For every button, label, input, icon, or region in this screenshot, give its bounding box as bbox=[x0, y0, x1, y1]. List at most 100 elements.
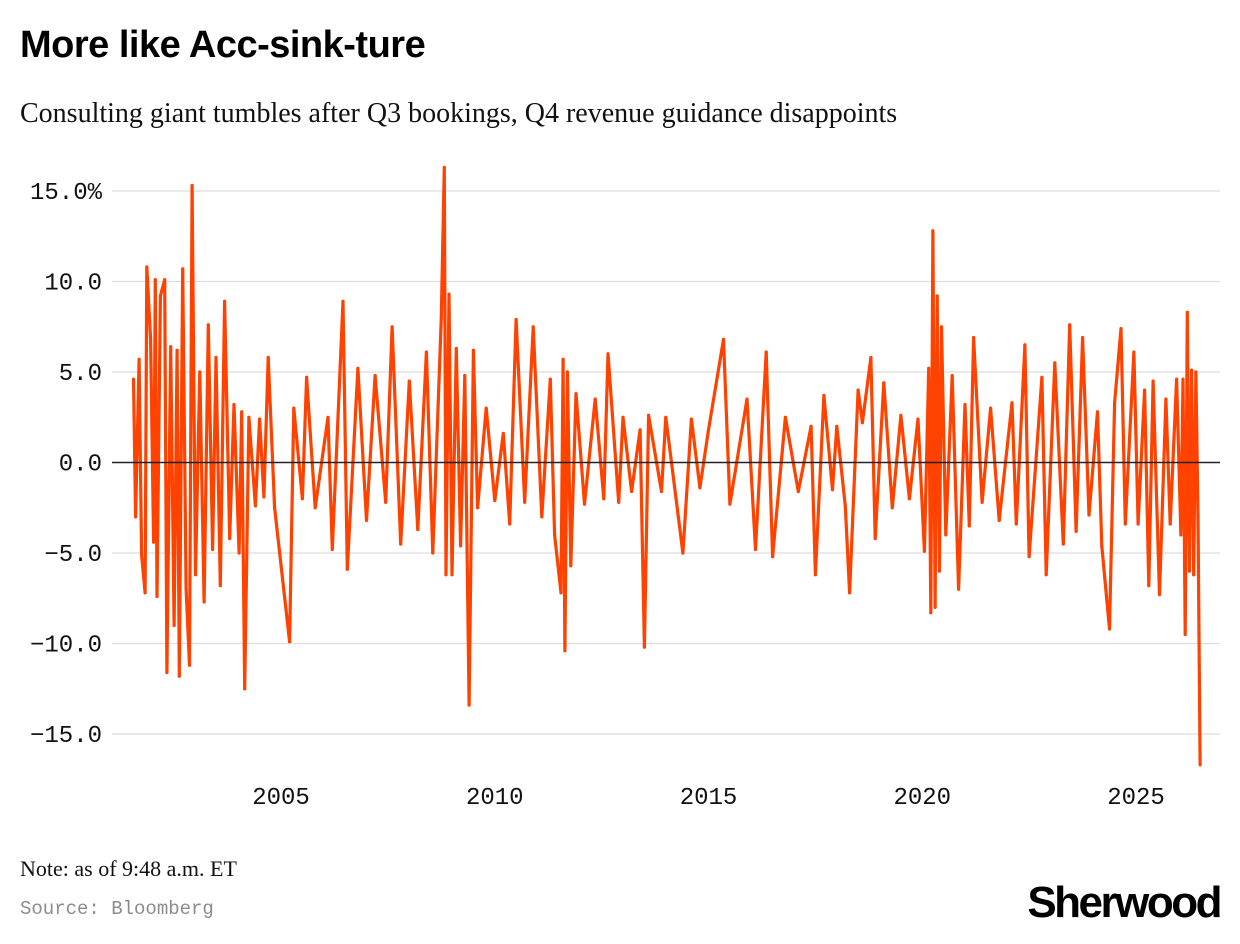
data-point bbox=[292, 406, 296, 410]
data-point bbox=[149, 337, 153, 341]
data-point bbox=[253, 504, 257, 508]
data-point bbox=[569, 564, 573, 568]
data-point bbox=[345, 567, 349, 571]
data-point bbox=[1061, 542, 1065, 546]
y-tick-label: 15.0% bbox=[30, 180, 103, 207]
data-point bbox=[899, 413, 903, 417]
data-point bbox=[193, 573, 198, 577]
data-point bbox=[444, 573, 448, 577]
data-point bbox=[218, 584, 222, 588]
data-point bbox=[341, 299, 345, 303]
data-point bbox=[1113, 401, 1117, 405]
data-point bbox=[796, 489, 800, 494]
y-tick-label: −5.0 bbox=[44, 542, 102, 569]
data-point bbox=[145, 265, 149, 269]
data-point bbox=[642, 645, 647, 649]
data-point bbox=[939, 325, 944, 329]
data-point bbox=[659, 489, 664, 494]
data-point bbox=[1181, 377, 1185, 381]
data-point bbox=[184, 587, 188, 591]
data-point bbox=[764, 350, 768, 354]
data-point bbox=[1185, 310, 1189, 314]
data-point bbox=[326, 415, 330, 419]
gridlines bbox=[112, 190, 1220, 735]
data-point bbox=[424, 350, 428, 354]
chart-title: More like Acc-sink-ture bbox=[20, 24, 426, 66]
data-point bbox=[1143, 388, 1147, 392]
y-tick-label: −15.0 bbox=[30, 723, 102, 750]
data-point bbox=[198, 370, 202, 374]
data-point bbox=[152, 540, 156, 544]
y-tick-label: −10.0 bbox=[30, 633, 102, 660]
data-point bbox=[508, 522, 512, 526]
series-line bbox=[131, 165, 1202, 765]
data-point bbox=[214, 355, 218, 360]
data-point bbox=[158, 294, 162, 298]
data-point bbox=[140, 553, 144, 557]
y-tick-label: 5.0 bbox=[59, 361, 102, 388]
data-point bbox=[1027, 555, 1031, 559]
data-point bbox=[931, 229, 935, 233]
data-point bbox=[169, 345, 173, 349]
data-point bbox=[933, 605, 937, 609]
data-point bbox=[442, 165, 446, 170]
chart-note: Note: as of 9:48 a.m. ET bbox=[20, 856, 237, 881]
data-point bbox=[890, 506, 894, 510]
data-point bbox=[1179, 533, 1183, 537]
data-point bbox=[181, 267, 185, 271]
data-point bbox=[1183, 632, 1187, 637]
data-point bbox=[602, 497, 606, 501]
data-point bbox=[206, 323, 210, 327]
data-point bbox=[745, 397, 749, 401]
data-point bbox=[753, 547, 758, 552]
data-point bbox=[1147, 584, 1151, 588]
data-point bbox=[300, 497, 304, 501]
data-point bbox=[364, 518, 369, 523]
data-point bbox=[273, 506, 277, 510]
data-point bbox=[1119, 327, 1123, 331]
data-point bbox=[1023, 343, 1027, 347]
data-point bbox=[175, 348, 179, 352]
data-point bbox=[467, 703, 471, 707]
y-axis-labels: 15.0% 10.0 5.0 0.0 −5.0 −10.0 −15.0 bbox=[30, 180, 103, 750]
data-point bbox=[450, 573, 454, 577]
x-tick-label: 2020 bbox=[893, 785, 951, 812]
data-point bbox=[1187, 569, 1191, 573]
data-point bbox=[373, 374, 377, 378]
series-layer bbox=[131, 165, 1202, 767]
data-point bbox=[630, 489, 634, 494]
data-point bbox=[1100, 544, 1104, 548]
data-point bbox=[247, 415, 251, 419]
data-point bbox=[177, 674, 181, 678]
data-point bbox=[944, 533, 948, 537]
data-point bbox=[972, 336, 976, 340]
data-point bbox=[916, 417, 920, 421]
data-point bbox=[869, 355, 873, 360]
data-point bbox=[187, 663, 192, 667]
data-point bbox=[228, 536, 232, 541]
data-point bbox=[384, 500, 388, 504]
data-point bbox=[240, 410, 244, 414]
data-point bbox=[989, 406, 993, 410]
data-point bbox=[1190, 368, 1194, 372]
data-point bbox=[843, 504, 847, 508]
data-point bbox=[1196, 515, 1200, 519]
data-point bbox=[606, 352, 610, 356]
data-point bbox=[463, 374, 467, 378]
data-point bbox=[565, 370, 570, 374]
data-point bbox=[809, 424, 813, 428]
data-point bbox=[937, 569, 942, 573]
data-point bbox=[927, 366, 931, 370]
data-point bbox=[288, 640, 292, 644]
data-point bbox=[223, 299, 227, 303]
data-point bbox=[243, 687, 247, 691]
data-point bbox=[929, 611, 933, 615]
y-tick-label: 0.0 bbox=[59, 452, 102, 479]
data-point bbox=[523, 500, 527, 504]
y-tick-label: 10.0 bbox=[44, 271, 102, 298]
data-point bbox=[559, 591, 563, 595]
data-point bbox=[1053, 361, 1057, 365]
data-point bbox=[1151, 379, 1155, 383]
data-point bbox=[237, 551, 241, 555]
data-point bbox=[153, 278, 157, 282]
